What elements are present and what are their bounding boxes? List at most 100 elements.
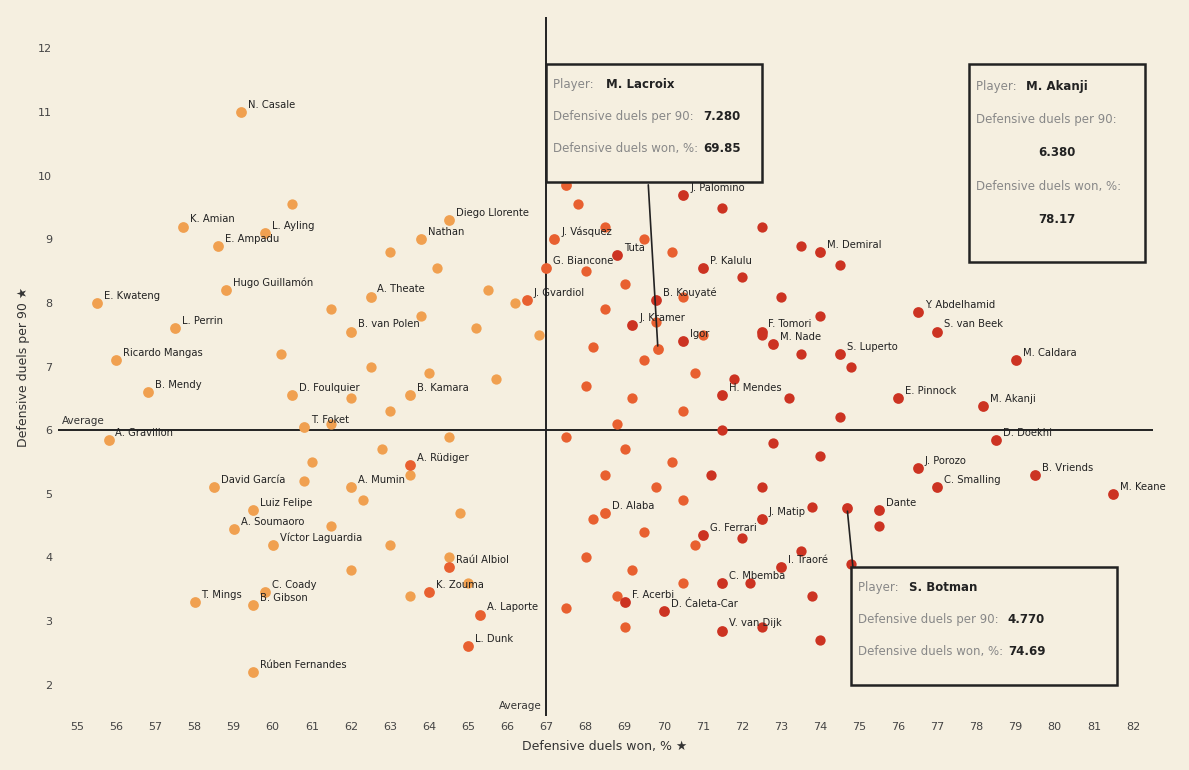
Text: B. Kouyaté: B. Kouyaté (663, 287, 717, 297)
Point (575, 551, 594, 564)
Text: B. Gibson: B. Gibson (260, 593, 308, 603)
Point (244, 666, 263, 678)
Point (615, 278, 634, 290)
Text: I. Traoré: I. Traoré (788, 554, 828, 564)
Point (263, 538, 282, 551)
Text: Defensive duels won, %:: Defensive duels won, %: (858, 644, 1007, 658)
Point (107, 354, 126, 367)
Point (556, 602, 575, 614)
Point (99, 434, 118, 446)
Text: Y. Abdelhamid: Y. Abdelhamid (925, 300, 995, 310)
Point (608, 417, 627, 430)
Point (974, 400, 993, 412)
Point (138, 386, 157, 398)
Text: Defensive duels won, %:: Defensive duels won, %: (554, 142, 703, 155)
Point (608, 249, 627, 261)
Text: K. Zouma: K. Zouma (436, 581, 484, 591)
Text: E. Kwateng: E. Kwateng (103, 291, 159, 301)
Point (87, 296, 106, 309)
Point (205, 481, 224, 494)
Point (635, 81, 654, 93)
Text: 69.85: 69.85 (703, 142, 741, 155)
Point (732, 532, 751, 544)
Point (647, 293, 666, 306)
Point (283, 198, 302, 210)
Text: Raúl Albiol: Raúl Albiol (455, 554, 509, 564)
Text: J. Gvardiol: J. Gvardiol (534, 287, 585, 297)
Point (889, 392, 908, 404)
Point (439, 561, 458, 573)
Point (751, 220, 770, 233)
Point (400, 468, 419, 480)
Point (232, 106, 251, 119)
Point (529, 329, 548, 341)
Point (908, 462, 927, 474)
Point (674, 290, 693, 303)
Point (724, 373, 743, 386)
Text: L. Perrin: L. Perrin (182, 316, 222, 326)
Point (987, 434, 1006, 446)
Text: M. Demiral: M. Demiral (828, 240, 881, 250)
Text: M. Akanji: M. Akanji (1026, 80, 1088, 93)
Point (1026, 468, 1045, 480)
Point (556, 179, 575, 192)
Text: F. Tomori: F. Tomori (768, 320, 812, 330)
Text: Bremer: Bremer (652, 75, 688, 85)
Text: B. Vriends: B. Vriends (1043, 463, 1094, 473)
Text: B. Kamara: B. Kamara (416, 383, 468, 393)
Text: Tuta: Tuta (624, 243, 644, 253)
Point (615, 443, 634, 455)
Point (908, 306, 927, 319)
Point (811, 246, 830, 258)
Point (256, 586, 275, 598)
Point (751, 329, 770, 341)
Point (751, 481, 770, 494)
Text: A. Mumin: A. Mumin (358, 475, 405, 485)
Text: A. Theate: A. Theate (377, 284, 426, 294)
Text: E. Ampadu: E. Ampadu (225, 233, 279, 243)
Text: M. Guéhi: M. Guéhi (1043, 584, 1087, 594)
Point (568, 198, 587, 210)
Point (791, 239, 810, 252)
Point (439, 214, 458, 226)
Point (811, 310, 830, 322)
Point (763, 338, 782, 350)
Text: Rúben Fernandes: Rúben Fernandes (260, 660, 347, 670)
Point (693, 329, 712, 341)
Point (400, 459, 419, 471)
Text: J. Kramer: J. Kramer (640, 313, 685, 323)
Point (842, 557, 861, 570)
Point (478, 284, 497, 296)
Point (471, 608, 490, 621)
Point (702, 468, 721, 480)
Point (439, 430, 458, 443)
Point (837, 502, 856, 514)
Point (1103, 487, 1122, 500)
Text: 78.17: 78.17 (1038, 213, 1075, 226)
Point (751, 621, 770, 634)
Point (185, 596, 205, 608)
Point (869, 520, 888, 532)
Point (225, 523, 244, 535)
Text: L. Dunk: L. Dunk (476, 634, 514, 644)
Point (380, 538, 400, 551)
Text: Igor: Igor (691, 329, 710, 339)
Point (1006, 354, 1025, 367)
Point (803, 589, 822, 601)
Text: J. Vásquez: J. Vásquez (561, 226, 612, 237)
Point (927, 326, 946, 338)
Text: P. Kalulu: P. Kalulu (710, 256, 751, 266)
Point (732, 271, 751, 283)
Point (341, 564, 360, 576)
Point (674, 577, 693, 589)
Text: V. van Dijk: V. van Dijk (729, 618, 782, 628)
Text: Player:: Player: (554, 79, 598, 92)
Point (830, 411, 849, 424)
Point (341, 326, 360, 338)
Y-axis label: Defensive duels per 90 ★: Defensive duels per 90 ★ (17, 286, 30, 447)
Point (830, 259, 849, 271)
Text: A. Laporte: A. Laporte (487, 602, 539, 612)
Text: Defensive duels per 90:: Defensive duels per 90: (858, 613, 1002, 626)
Point (556, 430, 575, 443)
Point (713, 202, 732, 214)
